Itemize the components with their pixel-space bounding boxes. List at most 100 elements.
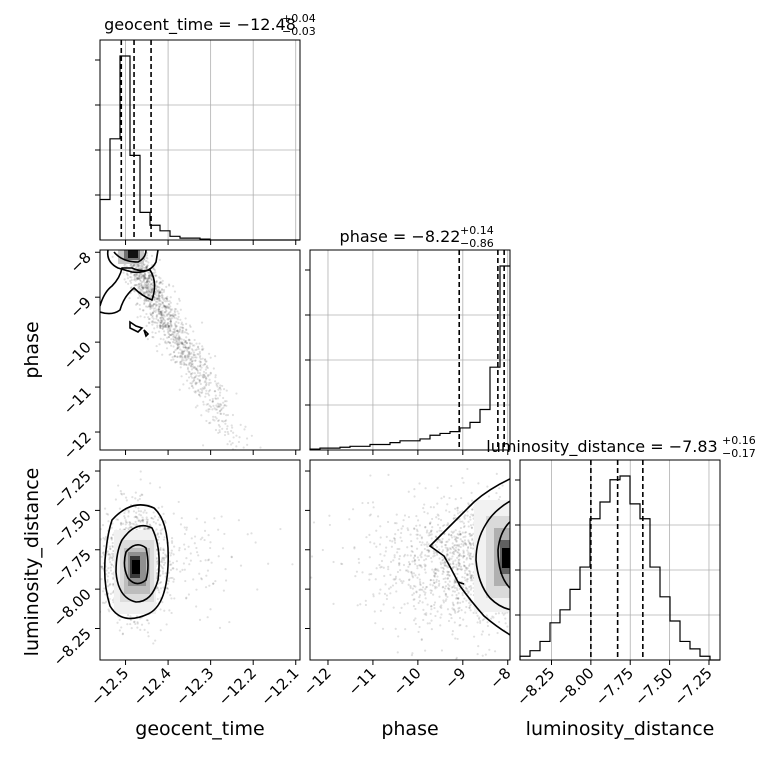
sample-point bbox=[176, 329, 179, 332]
sample-point bbox=[228, 440, 231, 443]
sample-point bbox=[408, 562, 411, 566]
sample-point bbox=[420, 638, 423, 642]
sample-point bbox=[143, 628, 146, 631]
sample-point bbox=[154, 307, 157, 310]
sample-point bbox=[217, 382, 220, 385]
sample-point bbox=[149, 293, 152, 297]
sample-point bbox=[250, 532, 253, 535]
sample-point bbox=[462, 481, 465, 484]
sample-point bbox=[466, 589, 469, 593]
sample-point bbox=[242, 446, 245, 449]
sample-point bbox=[147, 277, 150, 280]
sample-point bbox=[471, 539, 474, 542]
sample-point bbox=[371, 501, 375, 504]
sample-point bbox=[143, 526, 146, 529]
sample-point bbox=[141, 519, 144, 522]
sample-point bbox=[464, 572, 467, 575]
sample-point bbox=[466, 573, 470, 576]
sample-point bbox=[146, 278, 149, 282]
sample-point bbox=[237, 440, 241, 444]
sample-point bbox=[385, 594, 389, 597]
sample-point bbox=[193, 542, 196, 545]
sample-point bbox=[187, 338, 191, 341]
sample-point bbox=[204, 384, 207, 387]
sample-point bbox=[448, 547, 452, 550]
sample-point bbox=[454, 543, 457, 547]
sample-point bbox=[178, 328, 181, 331]
sample-point bbox=[250, 434, 253, 437]
sample-point bbox=[140, 272, 143, 275]
sample-point bbox=[224, 568, 227, 571]
sample-point bbox=[144, 291, 147, 294]
sample-point bbox=[504, 622, 507, 625]
sample-point bbox=[415, 514, 418, 518]
sample-point bbox=[167, 335, 171, 339]
sample-point bbox=[142, 309, 145, 312]
sample-point bbox=[214, 390, 217, 393]
sample-point bbox=[418, 588, 421, 591]
sample-point bbox=[155, 274, 158, 277]
sample-point bbox=[216, 402, 219, 405]
sample-point bbox=[140, 267, 144, 270]
sample-point bbox=[170, 563, 173, 566]
sample-point bbox=[201, 375, 204, 378]
sample-point bbox=[156, 321, 159, 325]
sample-point bbox=[199, 559, 202, 563]
sample-point bbox=[456, 532, 459, 536]
sample-point bbox=[198, 380, 201, 384]
sample-point bbox=[173, 355, 176, 358]
sample-point bbox=[411, 587, 415, 590]
sample-point bbox=[186, 346, 189, 349]
sample-point bbox=[235, 445, 238, 448]
sample-point bbox=[207, 534, 210, 537]
sample-point bbox=[168, 341, 172, 344]
sample-point bbox=[188, 370, 191, 374]
sample-point bbox=[142, 520, 145, 523]
sample-point bbox=[392, 606, 395, 609]
sample-point bbox=[184, 339, 187, 343]
sample-point bbox=[147, 290, 151, 293]
sample-point bbox=[389, 560, 393, 563]
sample-point bbox=[173, 545, 176, 548]
sample-point bbox=[127, 509, 130, 513]
sample-point bbox=[135, 265, 138, 268]
sample-point bbox=[407, 528, 410, 532]
sample-point bbox=[169, 330, 172, 333]
sample-point bbox=[444, 546, 447, 549]
sample-point bbox=[124, 526, 128, 530]
sample-point bbox=[466, 566, 469, 570]
sample-point bbox=[138, 272, 142, 276]
sample-point bbox=[418, 482, 421, 485]
sample-point bbox=[469, 603, 472, 606]
sample-point bbox=[451, 542, 454, 545]
sample-point bbox=[180, 338, 183, 341]
sample-point bbox=[105, 512, 108, 515]
sample-point bbox=[183, 356, 186, 359]
sample-point bbox=[187, 351, 190, 354]
sample-point bbox=[436, 610, 439, 613]
sample-point bbox=[178, 299, 181, 302]
sample-point bbox=[116, 621, 119, 624]
sample-point bbox=[188, 363, 191, 367]
sample-point bbox=[394, 627, 397, 630]
sample-point bbox=[387, 473, 390, 477]
sample-point bbox=[175, 325, 178, 328]
sample-point bbox=[454, 516, 457, 520]
sample-point bbox=[153, 274, 157, 277]
sample-point bbox=[435, 569, 438, 572]
sample-point bbox=[157, 318, 160, 322]
sample-point bbox=[470, 491, 473, 494]
sample-point bbox=[170, 324, 173, 327]
sample-point bbox=[458, 532, 462, 535]
sample-point bbox=[137, 283, 141, 286]
sample-point bbox=[157, 297, 160, 300]
sample-point bbox=[456, 602, 459, 605]
sample-point bbox=[444, 585, 448, 588]
sample-point bbox=[158, 310, 161, 313]
sample-point bbox=[225, 389, 228, 392]
sample-point bbox=[153, 327, 156, 330]
sample-point bbox=[201, 374, 204, 377]
sample-point bbox=[144, 276, 147, 279]
sample-point bbox=[421, 588, 424, 591]
y-tick-label: −7.25 bbox=[50, 467, 95, 512]
